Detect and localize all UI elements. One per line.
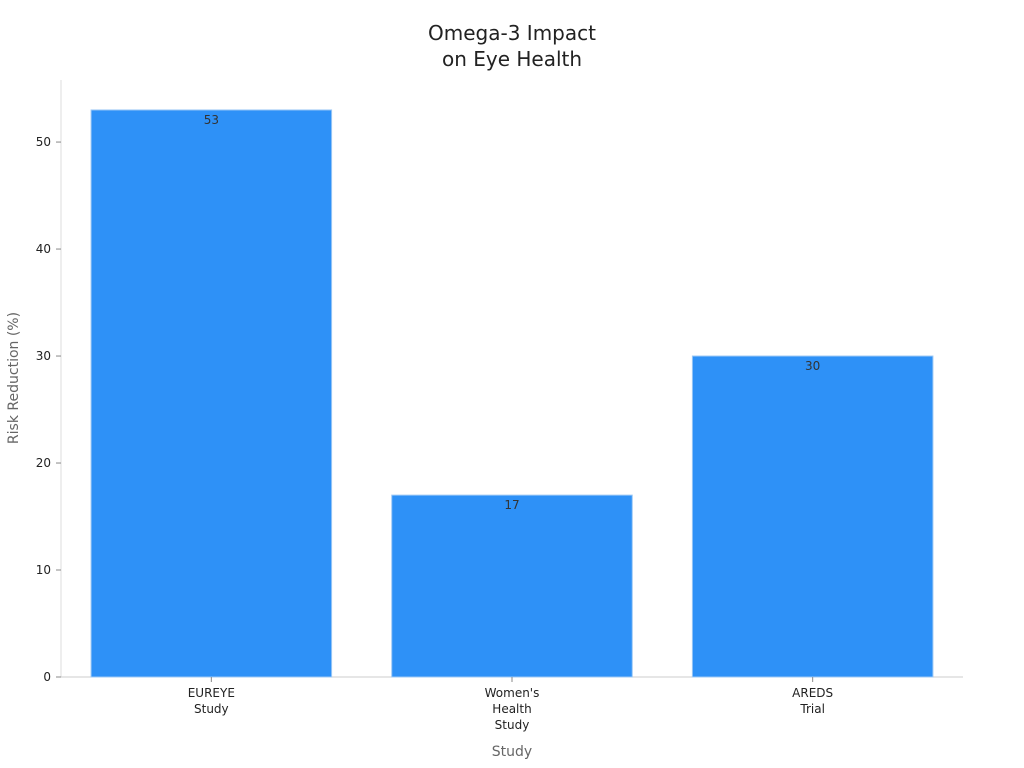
x-tick-label: AREDS Trial xyxy=(792,686,833,716)
value-label: 17 xyxy=(504,498,519,512)
chart-title: Omega-3 Impact on Eye Health xyxy=(428,21,596,71)
bar xyxy=(691,355,934,678)
bar xyxy=(90,109,333,678)
bar xyxy=(391,494,633,678)
y-tick-label: 0 xyxy=(43,670,51,684)
x-axis-label: Study xyxy=(492,744,532,760)
y-tick-label: 50 xyxy=(36,135,51,149)
y-tick-label: 40 xyxy=(36,242,51,256)
y-tick-label: 10 xyxy=(36,563,51,577)
y-axis-label: Risk Reduction (%) xyxy=(6,312,22,444)
value-label: 30 xyxy=(805,359,820,373)
x-tick-label: Women's Health Study xyxy=(485,686,540,732)
y-tick-label: 20 xyxy=(36,456,51,470)
value-label: 53 xyxy=(204,113,219,127)
y-tick-label: 30 xyxy=(36,349,51,363)
x-tick-label: EUREYE Study xyxy=(188,686,235,716)
